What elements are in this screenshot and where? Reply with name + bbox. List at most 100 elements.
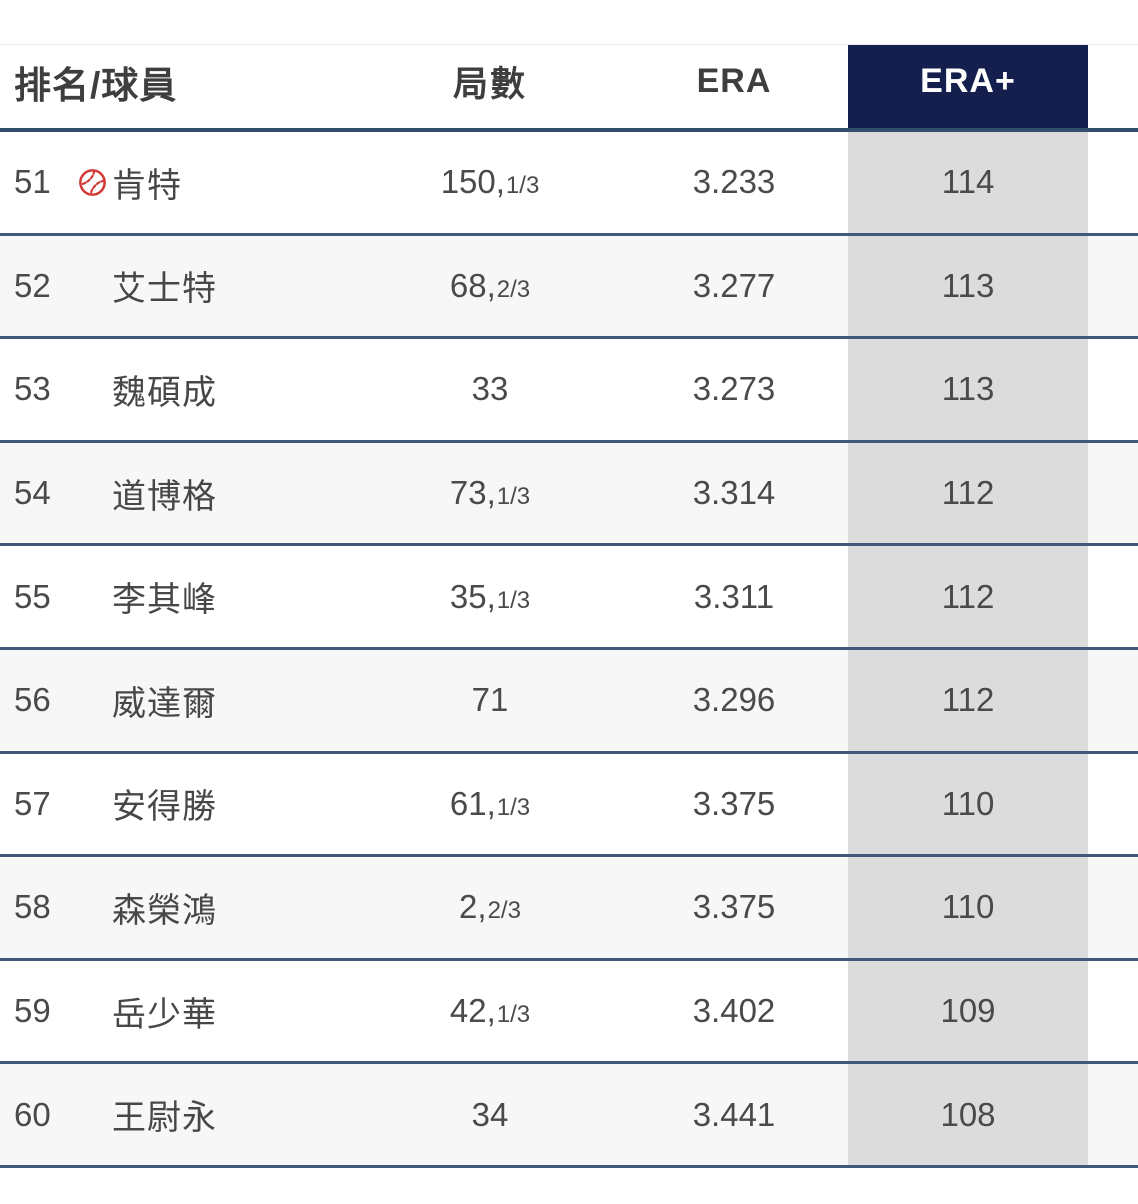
table-row: 54 道博格 73, 1/3 3.314 112 bbox=[0, 442, 1138, 547]
player-name[interactable]: 安得勝 bbox=[112, 788, 217, 827]
row-filler bbox=[1088, 132, 1138, 233]
table-row: 59 岳少華 42, 1/3 3.402 109 bbox=[0, 960, 1138, 1065]
era-cell: 3.375 bbox=[692, 784, 776, 822]
row-filler bbox=[1088, 339, 1138, 440]
rank-label: 56 bbox=[14, 681, 51, 719]
rank-player-cell: 53 魏碩成 bbox=[0, 339, 360, 440]
table-body: 51 肯特 150, 1/3 3.233 114 52 bbox=[0, 132, 1138, 1168]
rank-player-cell: 59 岳少華 bbox=[0, 961, 360, 1062]
innings-cell: 150, 1/3 bbox=[360, 132, 620, 233]
era-cell: 3.233 bbox=[692, 163, 776, 201]
column-header-era-plus-active[interactable]: ERA+ bbox=[848, 45, 1088, 128]
innings-cell: 33 bbox=[360, 339, 620, 440]
player-name[interactable]: 岳少華 bbox=[112, 995, 217, 1034]
column-header-innings[interactable]: 局數 bbox=[360, 45, 620, 128]
player-name[interactable]: 威達爾 bbox=[112, 684, 217, 723]
era-plus-cell: 113 bbox=[848, 339, 1088, 440]
table-row: 53 魏碩成 33 3.273 113 bbox=[0, 339, 1138, 443]
player-name[interactable]: 肯特 bbox=[112, 166, 182, 205]
innings-value: 71 bbox=[472, 681, 509, 719]
rank-label: 59 bbox=[14, 992, 51, 1030]
rank-player-cell: 56 威達爾 bbox=[0, 650, 360, 751]
player-name[interactable]: 王尉永 bbox=[112, 1099, 217, 1138]
innings-cell: 73, 1/3 bbox=[360, 443, 620, 544]
era-plus-cell: 114 bbox=[848, 132, 1088, 233]
innings-fraction: 2/3 bbox=[496, 275, 531, 303]
rank-player-cell: 60 王尉永 bbox=[0, 1064, 360, 1165]
innings-fraction: 1/3 bbox=[496, 1001, 531, 1029]
table-row: 55 李其峰 35, 1/3 3.311 112 bbox=[0, 546, 1138, 650]
innings-value: 68, 2/3 bbox=[450, 267, 530, 305]
table-row: 58 森榮鴻 2, 2/3 3.375 110 bbox=[0, 857, 1138, 961]
innings-cell: 42, 1/3 bbox=[360, 961, 620, 1062]
rank-label: 55 bbox=[14, 577, 51, 615]
rank-player-cell: 51 肯特 bbox=[0, 132, 360, 233]
rank-label: 53 bbox=[14, 370, 51, 408]
innings-whole: 2, bbox=[459, 888, 487, 926]
era-plus-cell: 112 bbox=[848, 546, 1088, 647]
row-filler bbox=[1088, 857, 1138, 958]
era-cell: 3.402 bbox=[692, 992, 776, 1030]
table-row: 57 安得勝 61, 1/3 3.375 110 bbox=[0, 753, 1138, 858]
rank-label: 51 bbox=[14, 163, 51, 201]
baseball-icon bbox=[78, 168, 112, 197]
era-plus-cell: 108 bbox=[848, 1064, 1088, 1165]
innings-whole: 34 bbox=[471, 1095, 509, 1133]
innings-whole: 68, bbox=[449, 266, 496, 304]
era-plus-cell: 109 bbox=[848, 960, 1088, 1062]
rank-player-cell: 57 安得勝 bbox=[0, 754, 360, 855]
innings-fraction: 2/3 bbox=[487, 897, 521, 925]
innings-cell: 35, 1/3 bbox=[360, 546, 620, 647]
innings-fraction: 1/3 bbox=[496, 483, 531, 511]
column-header-era[interactable]: ERA bbox=[620, 45, 848, 128]
innings-cell: 68, 2/3 bbox=[360, 236, 620, 337]
innings-whole: 73, bbox=[449, 474, 496, 512]
column-header-era-plus-label: ERA+ bbox=[920, 62, 1016, 100]
innings-whole: 150, bbox=[440, 163, 505, 201]
column-header-era-label: ERA bbox=[696, 62, 772, 100]
era-cell: 3.311 bbox=[693, 577, 775, 615]
innings-whole: 71 bbox=[471, 681, 509, 719]
column-header-rank-player-label: 排名/球員 bbox=[14, 64, 178, 106]
innings-value: 150, 1/3 bbox=[441, 163, 540, 201]
innings-value: 2, 2/3 bbox=[459, 888, 521, 926]
table-row: 51 肯特 150, 1/3 3.233 114 bbox=[0, 132, 1138, 236]
row-filler bbox=[1088, 961, 1138, 1062]
player-name[interactable]: 魏碩成 bbox=[112, 373, 217, 412]
innings-fraction: 1/3 bbox=[496, 586, 531, 614]
player-name[interactable]: 艾士特 bbox=[112, 270, 217, 309]
row-filler bbox=[1088, 754, 1138, 855]
innings-fraction: 1/3 bbox=[505, 172, 540, 200]
rank-player-cell: 58 森榮鴻 bbox=[0, 857, 360, 958]
era-plus-cell: 110 bbox=[848, 753, 1088, 855]
player-name[interactable]: 道博格 bbox=[112, 477, 217, 516]
column-header-rank-player[interactable]: 排名/球員 bbox=[0, 45, 360, 128]
innings-value: 73, 1/3 bbox=[450, 474, 530, 512]
innings-cell: 34 bbox=[360, 1064, 620, 1165]
era-cell: 3.375 bbox=[692, 888, 776, 926]
era-cell: 3.314 bbox=[692, 474, 776, 512]
pitching-stats-table: 排名/球員 局數 ERA ERA+ 51 肯特 bbox=[0, 44, 1138, 1168]
innings-value: 33 bbox=[472, 370, 509, 408]
table-row: 56 威達爾 71 3.296 112 bbox=[0, 649, 1138, 754]
era-plus-cell: 113 bbox=[848, 235, 1088, 337]
row-filler bbox=[1088, 236, 1138, 337]
era-plus-cell: 112 bbox=[848, 442, 1088, 544]
innings-value: 61, 1/3 bbox=[450, 785, 530, 823]
rank-label: 60 bbox=[14, 1095, 51, 1133]
row-filler bbox=[1088, 443, 1138, 544]
innings-cell: 2, 2/3 bbox=[360, 857, 620, 958]
innings-value: 35, 1/3 bbox=[450, 578, 530, 616]
header-filler bbox=[1088, 45, 1138, 128]
table-row: 60 王尉永 34 3.441 108 bbox=[0, 1064, 1138, 1168]
era-plus-cell: 110 bbox=[848, 857, 1088, 958]
rank-label: 58 bbox=[14, 888, 51, 926]
innings-value: 42, 1/3 bbox=[450, 992, 530, 1030]
player-name[interactable]: 李其峰 bbox=[112, 581, 217, 620]
row-filler bbox=[1088, 1064, 1138, 1165]
innings-value: 34 bbox=[472, 1096, 509, 1134]
era-cell: 3.441 bbox=[692, 1095, 776, 1133]
innings-fraction: 1/3 bbox=[496, 793, 531, 821]
era-cell: 3.273 bbox=[692, 370, 776, 408]
player-name[interactable]: 森榮鴻 bbox=[112, 891, 217, 930]
